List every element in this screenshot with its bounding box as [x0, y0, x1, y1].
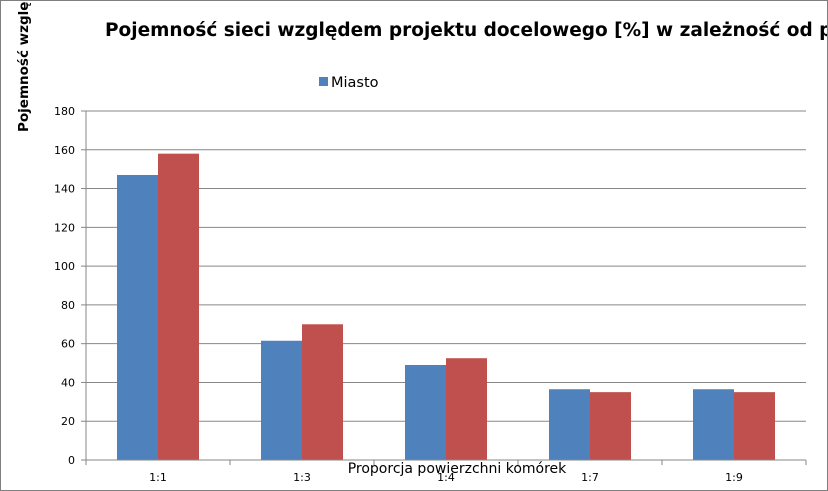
x-tick-label: 1:9 [725, 471, 743, 484]
bar [261, 340, 302, 460]
bar [549, 389, 590, 460]
legend: Miasto [319, 75, 379, 91]
y-tick-label: 40 [61, 376, 75, 389]
x-tick-label: 1:4 [437, 471, 455, 484]
y-tick-label: 140 [54, 183, 75, 196]
y-tick-label: 0 [68, 454, 75, 467]
y-tick-label: 120 [54, 221, 75, 234]
bar [158, 153, 199, 460]
axes [85, 111, 806, 461]
bars [117, 153, 775, 460]
x-tick-label: 1:3 [293, 471, 311, 484]
y-axis-ticks: 0 20 40 60 80 100 120 140 160 180 [54, 105, 86, 467]
gridlines [86, 110, 806, 422]
y-tick-label: 60 [61, 338, 75, 351]
x-axis-label: Proporcja powierzchni komórek [348, 461, 567, 477]
bar [446, 358, 487, 460]
bar [590, 392, 631, 460]
x-axis-ticks: 1:1 1:3 1:4 1:7 1:9 [85, 460, 807, 484]
x-tick-label: 1:1 [149, 471, 167, 484]
x-tick-label: 1:7 [581, 471, 599, 484]
chart-title: Pojemność sieci względem projektu docelo… [105, 20, 828, 41]
y-tick-label: 180 [54, 105, 75, 118]
legend-swatch [319, 77, 328, 86]
bar [734, 392, 775, 460]
bar [302, 324, 343, 460]
y-tick-label: 160 [54, 144, 75, 157]
y-tick-label: 80 [61, 299, 75, 312]
y-axis-label: Pojemność względem projektu docelowego [… [16, 1, 32, 132]
y-tick-label: 20 [61, 415, 75, 428]
bar [693, 389, 734, 460]
bar [117, 174, 158, 460]
bar [405, 364, 446, 460]
y-tick-label: 100 [54, 260, 75, 273]
legend-label: Miasto [331, 75, 379, 91]
